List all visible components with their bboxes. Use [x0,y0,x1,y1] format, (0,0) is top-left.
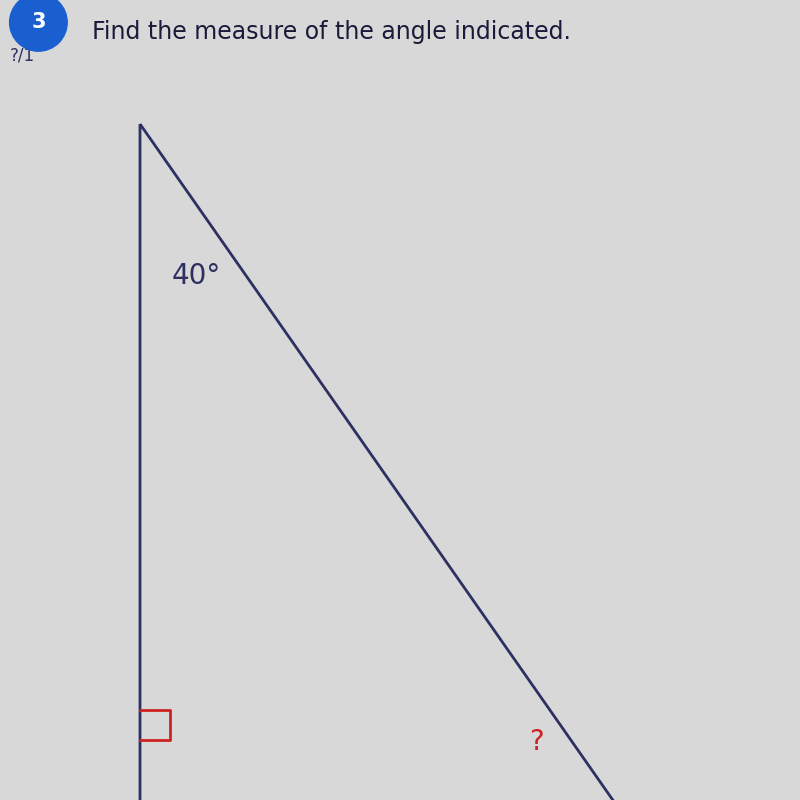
Text: 40°: 40° [172,262,222,290]
Text: ?: ? [529,728,543,756]
Text: ?/1: ?/1 [10,46,34,65]
Circle shape [10,0,67,51]
Text: 3: 3 [31,12,46,32]
Text: Find the measure of the angle indicated.: Find the measure of the angle indicated. [92,20,571,44]
